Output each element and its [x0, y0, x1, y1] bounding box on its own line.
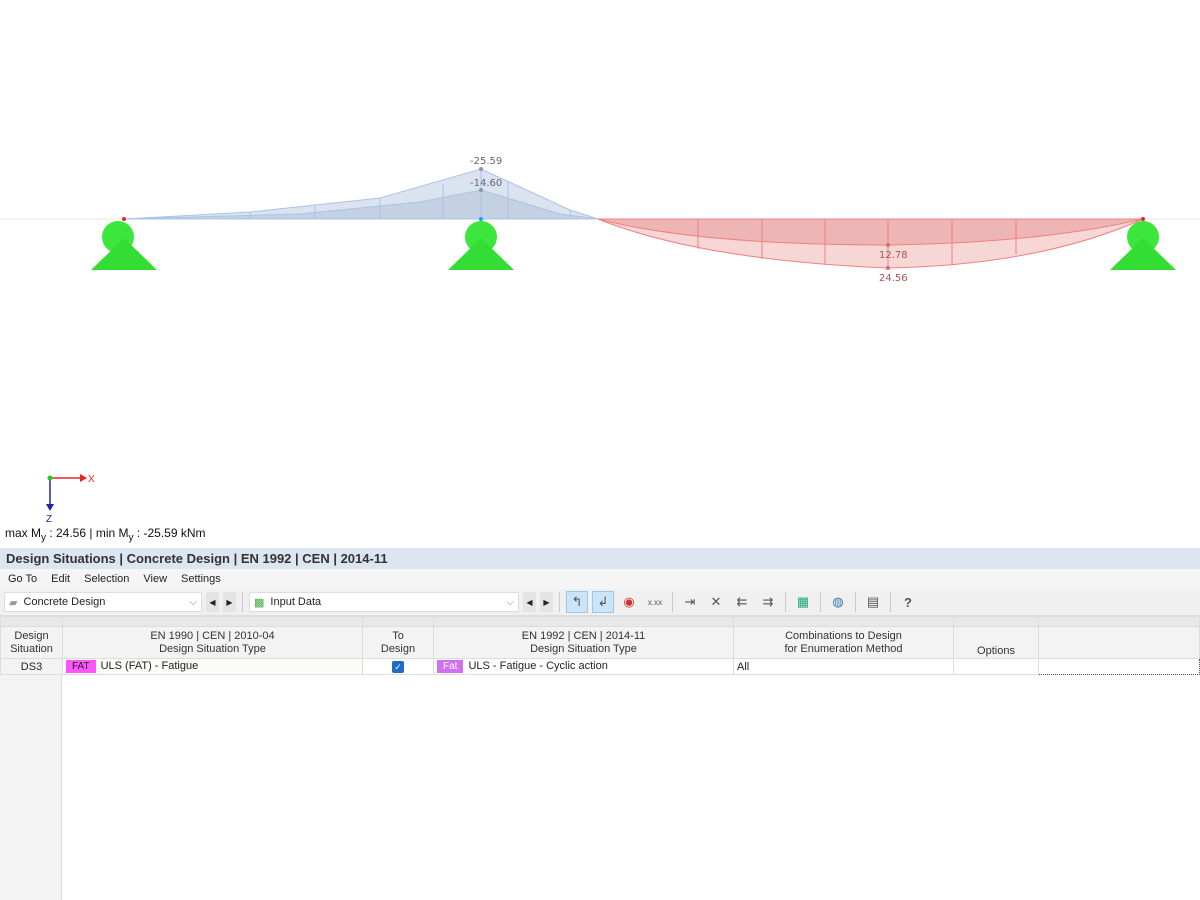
- support-middle[interactable]: [448, 221, 514, 270]
- help-icon[interactable]: ?: [904, 594, 912, 610]
- col-options[interactable]: Options: [953, 626, 1039, 659]
- col-en1990-type[interactable]: EN 1990 | CEN | 2010-04 Design Situation …: [62, 626, 363, 659]
- design-situations-panel: Design Situations | Concrete Design | EN…: [0, 548, 1200, 900]
- col-combinations[interactable]: Combinations to Design for Enumeration Me…: [733, 626, 954, 659]
- cell-combinations[interactable]: All: [733, 658, 954, 675]
- input-data-icon: ▩: [254, 596, 265, 609]
- excel-export-icon[interactable]: ▦: [796, 594, 810, 609]
- row-header-column: [0, 675, 62, 900]
- toolbar: ▰ Concrete Design ⌵ ◀ ▶ ▩ Input Data ⌵ ◀ ▶ ↰…: [0, 589, 1200, 616]
- delete-row-icon[interactable]: ✕: [710, 594, 722, 609]
- label-neg-max: -25.59: [470, 156, 502, 167]
- menu-settings[interactable]: Settings: [181, 573, 221, 585]
- table-row[interactable]: DS3 FAT ULS (FAT) - Fatigue ✓ Fat ULS - Fa…: [0, 658, 1200, 675]
- view-select[interactable]: ▩ Input Data ⌵: [249, 592, 519, 612]
- to-design-checkbox[interactable]: ✓: [392, 660, 404, 673]
- col-design-situation[interactable]: Design Situation: [0, 626, 63, 659]
- previous-button[interactable]: ◀: [206, 592, 219, 612]
- previous-view-button[interactable]: ◀: [523, 592, 536, 612]
- col-en1992-type[interactable]: EN 1992 | CEN | 2014-11 Design Situation …: [433, 626, 734, 659]
- design-situations-table: Design Situation EN 1990 | CEN | 2010-04 D…: [0, 616, 1200, 675]
- module-select[interactable]: ▰ Concrete Design ⌵: [4, 592, 202, 612]
- support-right[interactable]: [1110, 221, 1176, 270]
- fat-badge: FAT: [66, 660, 96, 673]
- support-left[interactable]: [91, 221, 157, 270]
- concrete-icon: ▰: [9, 596, 18, 609]
- label-pos-max: 24.56: [879, 273, 908, 284]
- moment-diagram: -25.59 -14.60 12.78 24.56 X Z: [0, 156, 1200, 525]
- cell-options[interactable]: [953, 658, 1039, 675]
- cell-id[interactable]: DS3: [0, 658, 63, 675]
- menu-bar: Go To Edit Selection View Settings: [0, 569, 1200, 589]
- next-view-button[interactable]: ▶: [540, 592, 553, 612]
- decimal-places-icon[interactable]: x.xx: [647, 597, 663, 607]
- col-to-design[interactable]: To Design: [362, 626, 434, 659]
- cell-en1992-type[interactable]: Fat ULS - Fatigue - Cyclic action: [433, 658, 734, 675]
- report-icon[interactable]: ▤: [866, 594, 880, 609]
- globe-icon[interactable]: ◍: [832, 594, 844, 609]
- menu-edit[interactable]: Edit: [51, 573, 71, 585]
- axis-z-label: Z: [46, 514, 52, 525]
- cell-en1990-type[interactable]: FAT ULS (FAT) - Fatigue: [62, 658, 363, 675]
- cell-to-design[interactable]: ✓: [362, 658, 434, 675]
- next-button[interactable]: ▶: [223, 592, 236, 612]
- chevron-down-icon: ⌵: [189, 596, 197, 608]
- axis-x-label: X: [88, 474, 95, 485]
- panel-title: Design Situations | Concrete Design | EN…: [0, 548, 1200, 569]
- model-viewport[interactable]: -25.59 -14.60 12.78 24.56 X Z max My : 2…: [0, 0, 1200, 545]
- cell-selected[interactable]: [1038, 658, 1200, 675]
- label-pos-inner: 12.78: [879, 250, 908, 261]
- menu-selection[interactable]: Selection: [84, 573, 130, 585]
- select-multiple-icon[interactable]: ↲: [592, 591, 614, 613]
- insert-row-icon[interactable]: ⇥: [684, 594, 696, 609]
- label-neg-inner: -14.60: [470, 178, 502, 189]
- visibility-icon[interactable]: ◉: [623, 594, 635, 609]
- negative-hatch: [249, 169, 571, 219]
- menu-view[interactable]: View: [143, 573, 168, 585]
- menu-go-to[interactable]: Go To: [8, 573, 38, 585]
- select-icon[interactable]: ↰: [566, 591, 588, 613]
- fat-badge-2: Fat: [437, 660, 464, 673]
- result-summary: max My : 24.56 | min My : -25.59 kNm: [5, 526, 206, 544]
- move-left-icon[interactable]: ⇇: [736, 594, 748, 609]
- chevron-down-icon: ⌵: [506, 596, 514, 608]
- positive-hatch: [697, 219, 1017, 268]
- move-right-icon[interactable]: ⇉: [762, 594, 774, 609]
- axis-triad: X Z: [46, 474, 95, 525]
